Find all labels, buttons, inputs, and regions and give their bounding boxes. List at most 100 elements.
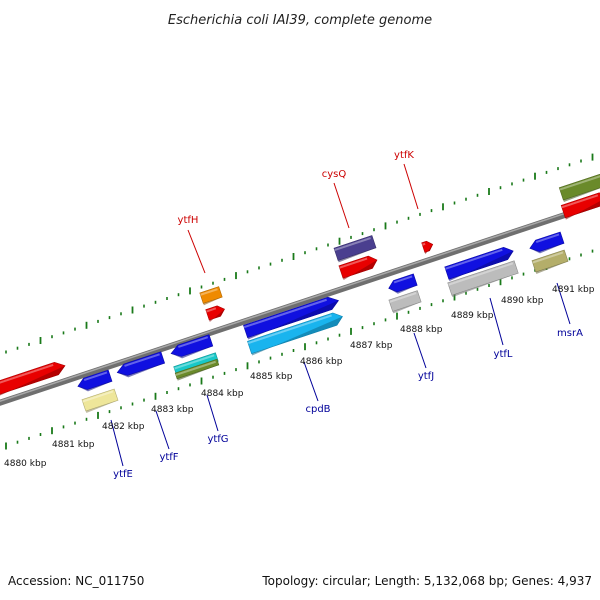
feature-shadow	[563, 184, 600, 202]
kbp-labels: 4880 kbp 4881 kbp 4882 kbp 4883 kbp 4884…	[4, 285, 595, 469]
feature-body	[0, 362, 66, 397]
gene-label-ytfE: ytfE	[113, 469, 133, 480]
feature-layer	[0, 171, 600, 413]
kbp-label: 4884 kbp	[201, 389, 244, 399]
leader-line	[489, 297, 504, 346]
reverse-feature-12[interactable]	[447, 260, 519, 298]
kbp-label: 4881 kbp	[52, 440, 95, 450]
feature-body	[81, 388, 119, 412]
feature-highlight	[243, 298, 327, 329]
reverse-feature-13[interactable]	[528, 231, 565, 256]
reverse-feature-2[interactable]	[81, 388, 119, 413]
feature-body	[388, 273, 418, 293]
feature-highlight	[200, 288, 218, 296]
gene-label-msrA: msrA	[557, 328, 583, 339]
map-title: Escherichia coli IAI39, complete genome	[168, 13, 432, 28]
reverse-feature-11[interactable]	[444, 245, 516, 282]
feature-body	[388, 290, 422, 312]
inner-tick-ring	[5, 249, 594, 450]
reverse-feature-4[interactable]	[169, 334, 214, 362]
feature-shadow	[388, 285, 418, 294]
feature-shadow	[343, 260, 378, 281]
feature-body	[199, 286, 223, 304]
kbp-label: 4891 kbp	[552, 285, 595, 295]
feature-shadow	[338, 247, 377, 263]
forward-feature-7[interactable]	[558, 171, 600, 202]
forward-feature-2[interactable]	[199, 286, 223, 306]
forward-feature-1[interactable]	[0, 360, 68, 399]
reverse-feature-7[interactable]	[243, 294, 341, 340]
feature-shadow	[565, 196, 600, 220]
kbp-label: 4880 kbp	[4, 459, 47, 469]
feature-highlight	[559, 173, 600, 191]
gene-labels: ytfH cysQ ytfK ytfE ytfF ytfG cpdB ytfJ …	[113, 150, 583, 480]
reverse-feature-3[interactable]	[115, 351, 166, 380]
feature-body	[444, 246, 514, 280]
feature-highlight	[334, 237, 371, 251]
gene-label-cpdB: cpdB	[305, 404, 330, 415]
kbp-label: 4885 kbp	[250, 372, 293, 382]
forward-feature-3[interactable]	[205, 304, 227, 322]
feature-shadow	[0, 365, 66, 399]
feature-highlight	[178, 336, 209, 348]
feature-highlight	[389, 292, 417, 303]
feature-highlight	[339, 257, 368, 269]
reverse-feature-6[interactable]	[174, 358, 220, 381]
reverse-feature-10[interactable]	[388, 290, 422, 314]
leader-line	[303, 361, 319, 402]
kbp-label: 4886 kbp	[300, 357, 343, 367]
forward-feature-4[interactable]	[333, 235, 377, 263]
feature-body	[531, 249, 569, 273]
feature-highlight	[535, 233, 560, 243]
feature-shadow	[203, 297, 223, 306]
gene-label-cysQ: cysQ	[322, 169, 347, 180]
feature-shadow	[177, 364, 219, 381]
forward-feature-5[interactable]	[338, 254, 380, 281]
feature-highlight	[82, 390, 114, 403]
kbp-label: 4883 kbp	[151, 405, 194, 415]
feature-shadow	[392, 301, 422, 314]
genome-backbone	[0, 200, 600, 406]
feature-shadow	[209, 309, 225, 322]
leader-line	[110, 419, 124, 467]
feature-highlight	[393, 275, 413, 284]
accession-text: Accession: NC_011750	[8, 574, 144, 588]
genome-summary-text: Topology: circular; Length: 5,132,068 bp…	[261, 574, 592, 588]
feature-highlight	[124, 353, 160, 367]
feature-shadow	[251, 316, 343, 356]
forward-feature-6[interactable]	[421, 240, 435, 255]
feature-body	[447, 260, 519, 296]
feature-body	[421, 240, 434, 253]
leader-line	[556, 282, 571, 325]
gene-label-ytfG: ytfG	[207, 434, 228, 445]
reverse-feature-14[interactable]	[531, 249, 569, 274]
feature-highlight	[175, 360, 216, 376]
gene-label-ytfK: ytfK	[394, 150, 414, 161]
kbp-label: 4887 kbp	[350, 341, 393, 351]
forward-feature-8[interactable]	[560, 190, 600, 220]
reverse-feature-1[interactable]	[76, 369, 113, 394]
feature-highlight	[247, 314, 332, 345]
feature-body	[333, 235, 377, 261]
feature-shadow	[451, 273, 519, 298]
feature-highlight	[448, 262, 514, 286]
gene-label-ytfL: ytfL	[494, 349, 513, 360]
kbp-label: 4890 kbp	[501, 296, 544, 306]
reverse-feature-9[interactable]	[387, 273, 418, 296]
feature-highlight	[445, 248, 503, 270]
feature-body	[338, 255, 378, 279]
feature-shadow	[448, 250, 514, 282]
leader-line	[333, 182, 350, 229]
gene-label-ytfH: ytfH	[178, 215, 199, 226]
leader-line	[187, 229, 206, 274]
kbp-label: 4888 kbp	[400, 325, 443, 335]
outer-tick-ring	[5, 153, 594, 354]
reverse-feature-8[interactable]	[247, 310, 345, 356]
gene-label-ytfJ: ytfJ	[418, 371, 434, 382]
label-leader-lines	[110, 163, 571, 467]
feature-highlight	[561, 194, 599, 209]
feature-highlight	[532, 251, 564, 264]
gene-label-ytfF: ytfF	[159, 452, 178, 463]
